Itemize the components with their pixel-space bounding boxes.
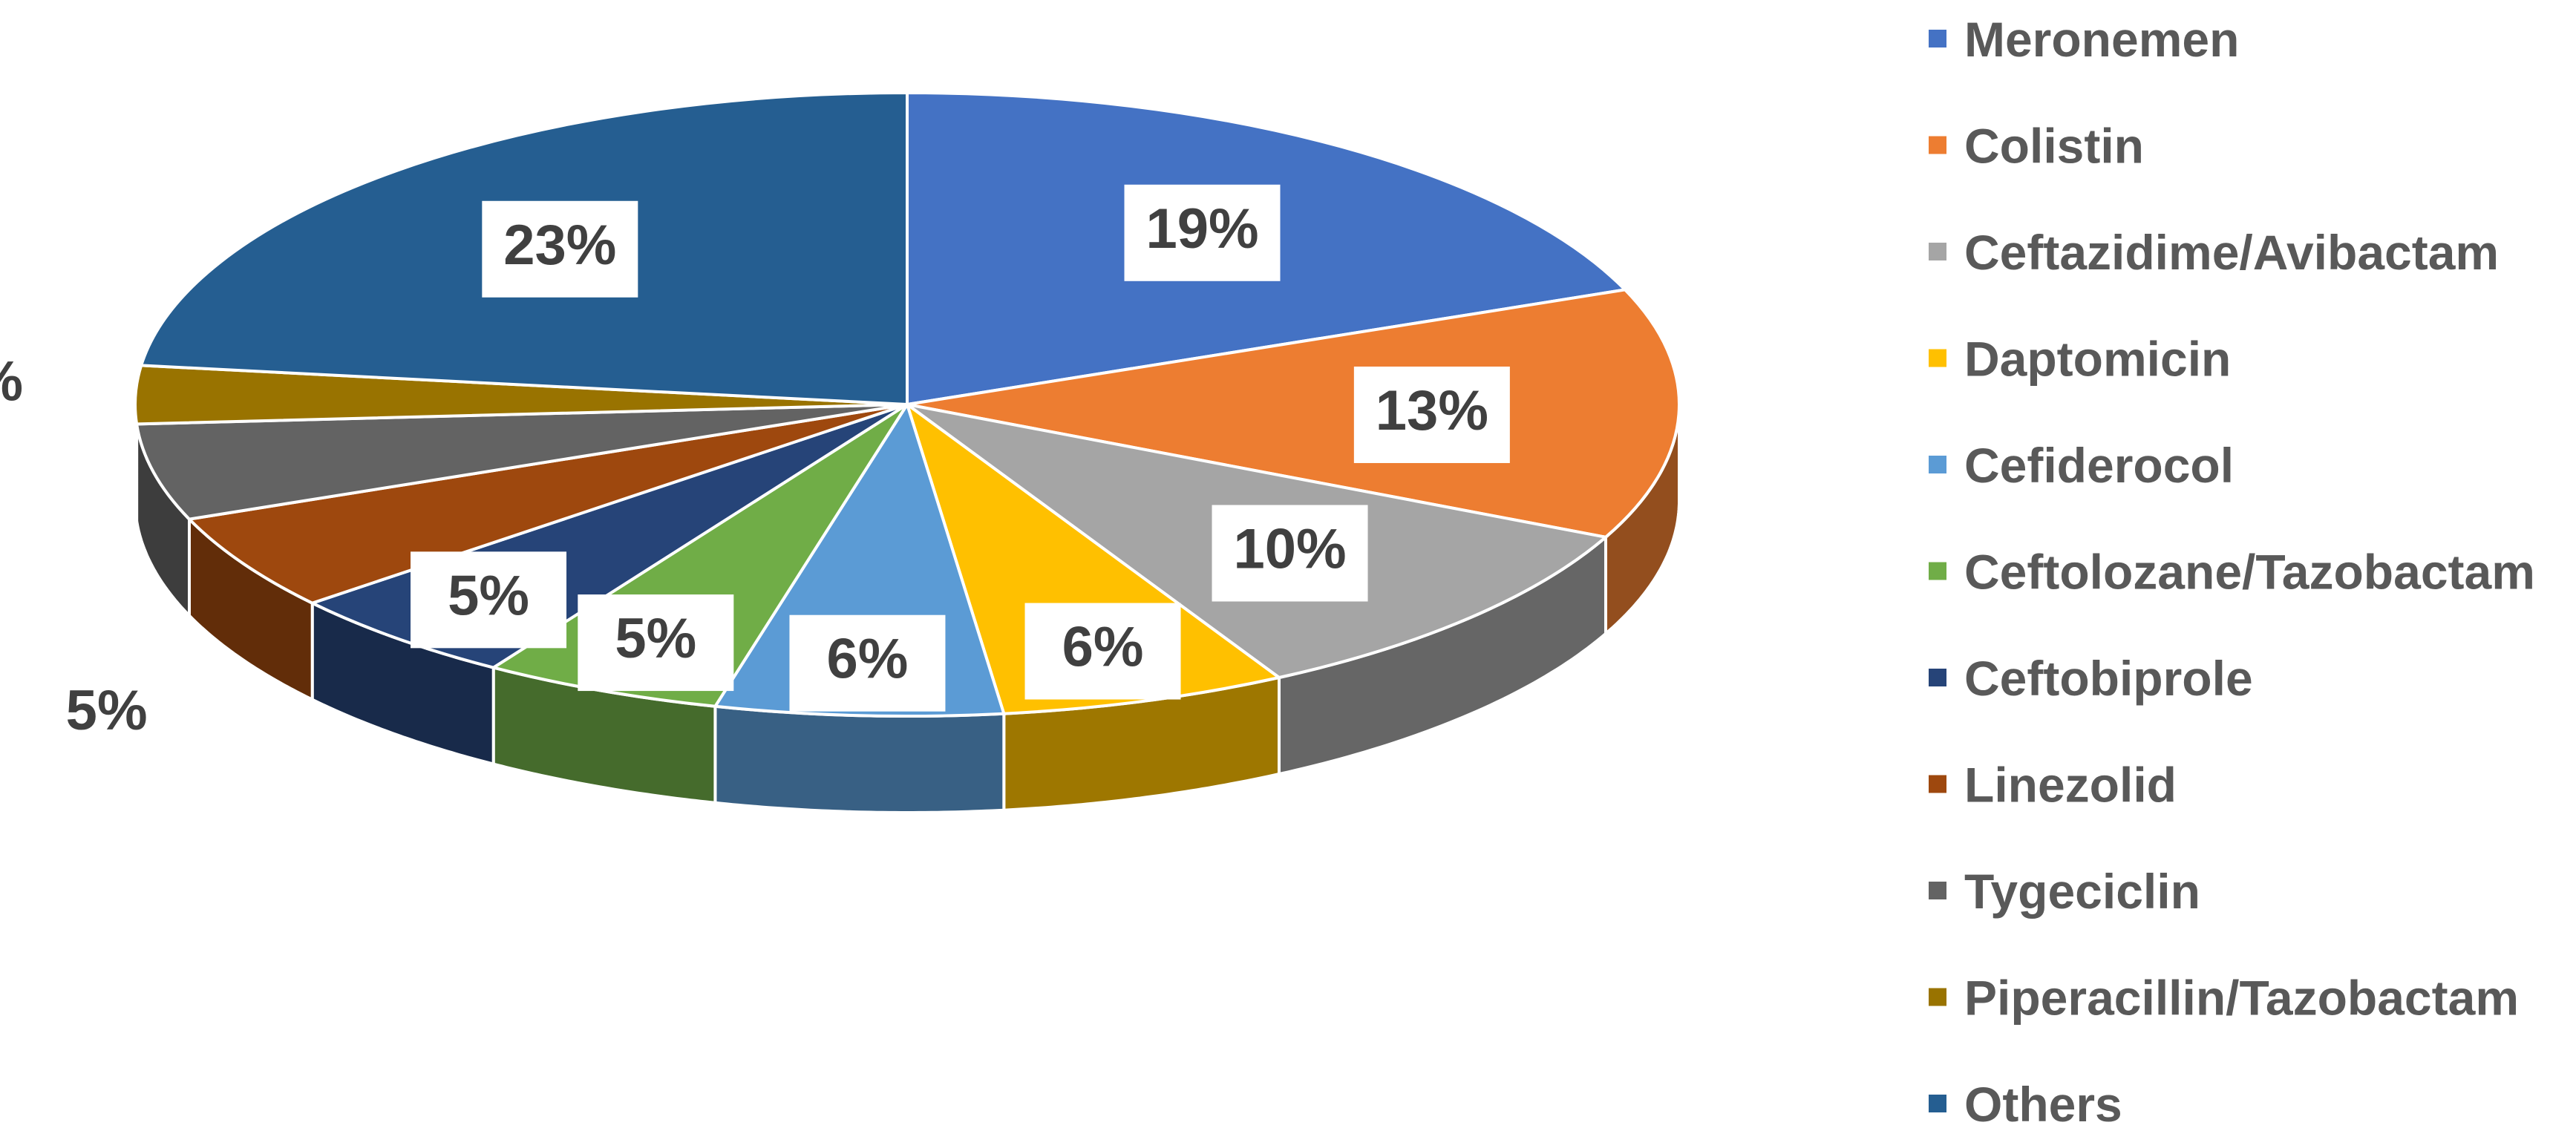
- data-label-text: 6%: [827, 628, 909, 691]
- legend-label: Others: [1964, 1077, 2122, 1128]
- pie-side-cefiderocol: [713, 704, 1006, 814]
- legend-item-ceftobiprole: Ceftobiprole: [1929, 651, 2253, 706]
- data-label-colistin: 13%: [1353, 366, 1510, 463]
- legend-label: Linezolid: [1964, 758, 2177, 813]
- data-label-ceftolozane-tazobactam: 5%: [578, 594, 734, 692]
- pie-slice-linezolid: [186, 403, 908, 605]
- data-label-text: 3%: [0, 350, 23, 413]
- data-label-text: 10%: [1233, 518, 1346, 581]
- legend-swatch: [1929, 882, 1946, 899]
- legend-label: Piperacillin/Tazobactam: [1964, 971, 2519, 1026]
- legend-swatch: [1929, 136, 1946, 154]
- legend-swatch: [1929, 669, 1946, 686]
- data-label-box: [1353, 366, 1510, 463]
- data-label-box: [482, 200, 638, 298]
- data-label-text: 5%: [615, 607, 696, 670]
- data-label-ceftazidime-avibactam: 10%: [1212, 505, 1368, 602]
- pie-slice-colistin: [906, 288, 1681, 539]
- data-label-box: [789, 614, 946, 712]
- legend-swatch: [1929, 243, 1946, 260]
- legend-label: Ceftazidime/Avibactam: [1964, 225, 2499, 280]
- data-label-meronemen: 19%: [1124, 184, 1281, 281]
- data-label-others: 23%: [482, 200, 638, 298]
- data-label-ceftobiprole: 5%: [411, 551, 567, 649]
- data-label-box: [1024, 603, 1181, 700]
- data-label-text: 19%: [1145, 197, 1258, 260]
- legend-swatch: [1929, 456, 1946, 473]
- data-label-piperacillin-tazobactam: 3%: [0, 350, 23, 413]
- data-label-text: 5%: [66, 679, 148, 742]
- legend-swatch: [1929, 349, 1946, 367]
- legend-label: Ceftobiprole: [1964, 651, 2253, 706]
- legend-item-piperacillin-tazobactam: Piperacillin/Tazobactam: [1929, 971, 2519, 1026]
- legend-label: Colistin: [1964, 119, 2144, 174]
- data-label-text: 5%: [448, 564, 529, 627]
- legend-swatch: [1929, 775, 1946, 793]
- legend-swatch: [1929, 1095, 1946, 1112]
- legend-swatch: [1929, 30, 1946, 47]
- data-labels: 19% 13% 10% 6% 6% 5% 5% 5% 3% 23%: [0, 184, 1510, 742]
- legend-item-daptomicin: Daptomicin: [1929, 332, 2231, 387]
- legend-label: Tygeciclin: [1964, 864, 2200, 919]
- legend-label: Ceftolozane/Tazobactam: [1964, 545, 2535, 600]
- legend: Meronemen Colistin Ceftazidime/Avibactam Da…: [1929, 12, 2535, 1128]
- legend-item-meronemen: Meronemen: [1929, 12, 2239, 67]
- legend-label: Cefiderocol: [1964, 438, 2234, 493]
- data-label-box: [578, 594, 734, 692]
- legend-swatch: [1929, 562, 1946, 580]
- data-label-box: [1212, 505, 1368, 602]
- data-label-box: [1124, 184, 1281, 281]
- legend-item-ceftazidime-avibactam: Ceftazidime/Avibactam: [1929, 225, 2499, 280]
- legend-item-linezolid: Linezolid: [1929, 758, 2177, 813]
- legend-item-ceftolozane-tazobactam: Ceftolozane/Tazobactam: [1929, 545, 2535, 600]
- legend-item-tygeciclin: Tygeciclin: [1929, 864, 2200, 919]
- pie-slice-tygeciclin: [134, 403, 908, 521]
- legend-item-colistin: Colistin: [1929, 119, 2144, 174]
- legend-label: Daptomicin: [1964, 332, 2231, 387]
- pie-slice-daptomicin: [904, 400, 1283, 715]
- data-label-text: 13%: [1376, 379, 1488, 442]
- data-label-linezolid: 5%: [66, 679, 148, 742]
- legend-swatch: [1929, 988, 1946, 1006]
- data-label-text: 6%: [1062, 616, 1144, 679]
- data-label-box: [411, 551, 567, 649]
- legend-item-cefiderocol: Cefiderocol: [1929, 438, 2234, 493]
- pie-side-walls: [134, 404, 1681, 814]
- data-label-text: 23%: [503, 214, 616, 277]
- legend-label: Meronemen: [1964, 12, 2239, 67]
- data-label-cefiderocol: 6%: [789, 614, 946, 712]
- legend-item-others: Others: [1929, 1077, 2122, 1128]
- data-label-daptomicin: 6%: [1024, 603, 1181, 700]
